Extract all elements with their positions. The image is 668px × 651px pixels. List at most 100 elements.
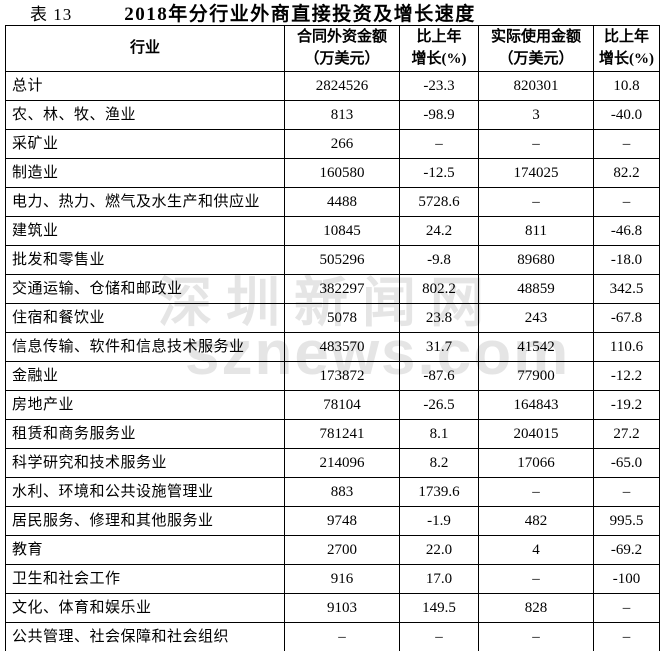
- contracted-growth-cell: 802.2: [399, 274, 479, 304]
- fdi-by-industry-table: 行业 合同外资金额 （万美元） 比上年 增长(%) 实际使用金额 （万美元） 比…: [5, 25, 660, 651]
- contracted-growth-cell: 1739.6: [399, 477, 479, 507]
- utilized-amount-cell: 41542: [478, 332, 594, 362]
- utilized-amount-cell: 811: [478, 216, 594, 246]
- contracted-amount-cell: 160580: [284, 158, 400, 188]
- utilized-growth-cell: -12.2: [593, 361, 660, 391]
- table-header: 行业 合同外资金额 （万美元） 比上年 增长(%) 实际使用金额 （万美元） 比…: [5, 25, 660, 72]
- contracted-amount-cell: 9748: [284, 506, 400, 536]
- utilized-growth-cell: -40.0: [593, 100, 660, 130]
- utilized-growth-cell: –: [593, 477, 660, 507]
- industry-cell: 批发和零售业: [5, 245, 285, 275]
- page-title: 2018年分行业外商直接投资及增长速度: [124, 4, 476, 25]
- table-row: 科学研究和技术服务业 214096 8.2 17066 -65.0: [5, 448, 660, 478]
- contracted-growth-cell: 8.1: [399, 419, 479, 449]
- table-row: 交通运输、仓储和邮政业 382297 802.2 48859 342.5: [5, 274, 660, 304]
- utilized-growth-cell: 82.2: [593, 158, 660, 188]
- industry-cell: 总计: [5, 71, 285, 101]
- industry-cell: 制造业: [5, 158, 285, 188]
- utilized-amount-cell: –: [478, 129, 594, 159]
- table-row: 居民服务、修理和其他服务业 9748 -1.9 482 995.5: [5, 506, 660, 536]
- utilized-amount-cell: 204015: [478, 419, 594, 449]
- contracted-growth-cell: 17.0: [399, 564, 479, 594]
- industry-cell: 建筑业: [5, 216, 285, 246]
- contracted-growth-cell: 8.2: [399, 448, 479, 478]
- table-row: 住宿和餐饮业 5078 23.8 243 -67.8: [5, 303, 660, 333]
- contracted-amount-cell: 2824526: [284, 71, 400, 101]
- utilized-growth-cell: -18.0: [593, 245, 660, 275]
- contracted-amount-cell: –: [284, 622, 400, 651]
- contracted-growth-cell: 23.8: [399, 303, 479, 333]
- industry-cell: 采矿业: [5, 129, 285, 159]
- utilized-growth-cell: -67.8: [593, 303, 660, 333]
- utilized-growth-cell: 110.6: [593, 332, 660, 362]
- industry-cell: 住宿和餐饮业: [5, 303, 285, 333]
- table-row: 教育 2700 22.0 4 -69.2: [5, 535, 660, 565]
- utilized-amount-cell: –: [478, 477, 594, 507]
- contracted-growth-cell: 149.5: [399, 593, 479, 623]
- contracted-amount-cell: 9103: [284, 593, 400, 623]
- column-header-contracted-growth: 比上年 增长(%): [399, 25, 479, 72]
- table-row: 建筑业 10845 24.2 811 -46.8: [5, 216, 660, 246]
- table-row: 信息传输、软件和信息技术服务业 483570 31.7 41542 110.6: [5, 332, 660, 362]
- table-row: 公共管理、社会保障和社会组织 – – – –: [5, 622, 660, 651]
- utilized-amount-cell: 820301: [478, 71, 594, 101]
- contracted-growth-cell: 24.2: [399, 216, 479, 246]
- utilized-growth-cell: 27.2: [593, 419, 660, 449]
- contracted-amount-cell: 382297: [284, 274, 400, 304]
- utilized-growth-cell: -46.8: [593, 216, 660, 246]
- utilized-amount-cell: 89680: [478, 245, 594, 275]
- column-header-contracted-amount: 合同外资金额 （万美元）: [284, 25, 400, 72]
- table-row: 水利、环境和公共设施管理业 883 1739.6– –: [5, 477, 660, 507]
- contracted-growth-cell: 22.0: [399, 535, 479, 565]
- contracted-growth-cell: –: [399, 622, 479, 651]
- utilized-growth-cell: -100: [593, 564, 660, 594]
- industry-cell: 租赁和商务服务业: [5, 419, 285, 449]
- contracted-amount-cell: 214096: [284, 448, 400, 478]
- contracted-amount-cell: 883: [284, 477, 400, 507]
- contracted-amount-cell: 483570: [284, 332, 400, 362]
- industry-cell: 科学研究和技术服务业: [5, 448, 285, 478]
- utilized-amount-cell: 77900: [478, 361, 594, 391]
- industry-cell: 电力、热力、燃气及水生产和供应业: [5, 187, 285, 217]
- table-row: 电力、热力、燃气及水生产和供应业 4488 5728.6– –: [5, 187, 660, 217]
- contracted-growth-cell: -1.9: [399, 506, 479, 536]
- table-row: 房地产业 78104 -26.5 164843 -19.2: [5, 390, 660, 420]
- utilized-amount-cell: 3: [478, 100, 594, 130]
- contracted-amount-cell: 2700: [284, 535, 400, 565]
- utilized-amount-cell: 164843: [478, 390, 594, 420]
- industry-cell: 交通运输、仓储和邮政业: [5, 274, 285, 304]
- table-row: 农、林、牧、渔业 813 -98.9 3 -40.0: [5, 100, 660, 130]
- utilized-growth-cell: -69.2: [593, 535, 660, 565]
- table-row: 租赁和商务服务业 781241 8.1 204015 27.2: [5, 419, 660, 449]
- utilized-amount-cell: 174025: [478, 158, 594, 188]
- utilized-amount-cell: 482: [478, 506, 594, 536]
- contracted-growth-cell: -23.3: [399, 71, 479, 101]
- contracted-amount-cell: 10845: [284, 216, 400, 246]
- utilized-amount-cell: 828: [478, 593, 594, 623]
- utilized-amount-cell: –: [478, 187, 594, 217]
- utilized-growth-cell: –: [593, 593, 660, 623]
- utilized-amount-cell: –: [478, 622, 594, 651]
- industry-cell: 水利、环境和公共设施管理业: [5, 477, 285, 507]
- contracted-amount-cell: 781241: [284, 419, 400, 449]
- utilized-amount-cell: 48859: [478, 274, 594, 304]
- contracted-growth-cell: 5728.6: [399, 187, 479, 217]
- table-row: 金融业 173872 -87.6 77900 -12.2: [5, 361, 660, 391]
- utilized-growth-cell: 10.8: [593, 71, 660, 101]
- utilized-growth-cell: -65.0: [593, 448, 660, 478]
- contracted-growth-cell: -26.5: [399, 390, 479, 420]
- utilized-amount-cell: 17066: [478, 448, 594, 478]
- contracted-amount-cell: 4488: [284, 187, 400, 217]
- contracted-amount-cell: 173872: [284, 361, 400, 391]
- utilized-amount-cell: 243: [478, 303, 594, 333]
- industry-cell: 金融业: [5, 361, 285, 391]
- utilized-growth-cell: 342.5: [593, 274, 660, 304]
- contracted-amount-cell: 266: [284, 129, 400, 159]
- title-bar: 表 13 2018年分行业外商直接投资及增长速度: [0, 0, 668, 25]
- table-row: 制造业 160580 -12.5 174025 82.2: [5, 158, 660, 188]
- contracted-growth-cell: -9.8: [399, 245, 479, 275]
- contracted-growth-cell: -12.5: [399, 158, 479, 188]
- column-header-utilized-growth: 比上年 增长(%): [593, 25, 660, 72]
- column-header-utilized-amount: 实际使用金额 （万美元）: [478, 25, 594, 72]
- contracted-growth-cell: -87.6: [399, 361, 479, 391]
